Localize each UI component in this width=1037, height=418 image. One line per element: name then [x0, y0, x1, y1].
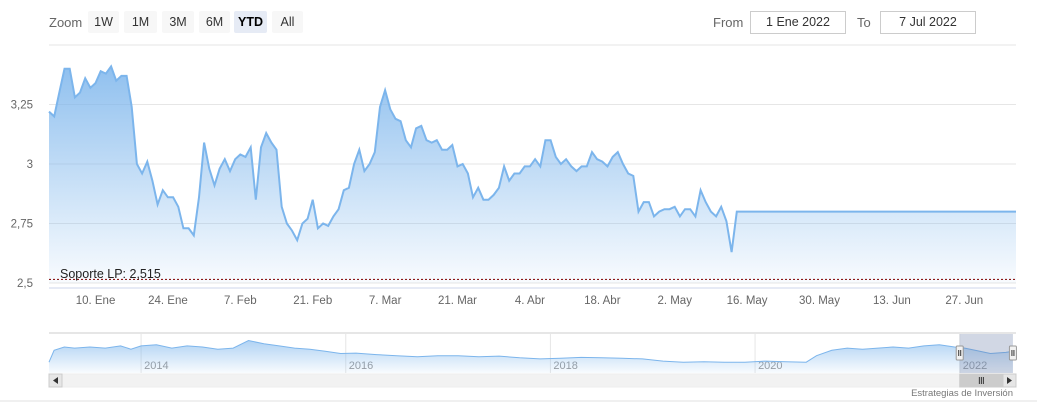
zoom-6m-button[interactable]: 6M — [199, 11, 230, 33]
zoom-label: Zoom — [49, 15, 83, 30]
x-tick-label: 24. Ene — [148, 295, 188, 307]
zoom-all-button[interactable]: All — [272, 11, 303, 33]
x-tick-label: 4. Abr — [515, 295, 545, 307]
navigator-handle-right[interactable] — [1008, 345, 1017, 361]
x-tick-label: 16. May — [727, 295, 768, 307]
from-date-input[interactable] — [750, 11, 846, 34]
zoom-ytd-button[interactable]: YTD — [234, 11, 267, 33]
y-tick-label: 2,75 — [11, 219, 33, 231]
zoom-1m-button[interactable]: 1M — [124, 11, 157, 33]
scrollbar-grip-icon — [978, 377, 984, 384]
x-tick-label: 21. Feb — [293, 295, 332, 307]
to-date-input[interactable] — [880, 11, 976, 34]
navigator-handle-left[interactable] — [955, 345, 964, 361]
scroll-right-arrow-icon — [1007, 377, 1012, 384]
y-axis-labels: 2,5 2,75 3 3,25 — [11, 100, 33, 291]
zoom-1w-button[interactable]: 1W — [88, 11, 119, 33]
x-tick-label: 21. Mar — [438, 295, 477, 307]
x-tick-label: 10. Ene — [76, 295, 116, 307]
y-tick-label: 3,25 — [11, 100, 33, 112]
x-tick-label: 30. May — [799, 295, 840, 307]
from-label: From — [713, 15, 744, 30]
x-tick-label: 2. May — [657, 295, 692, 307]
scrollbar[interactable] — [48, 373, 1017, 388]
chart-credit: Estrategias de Inversión — [911, 388, 1013, 399]
navigator[interactable]: 20142016201820202022 — [48, 332, 1017, 373]
series-line — [48, 64, 1016, 253]
x-axis-labels: 10. Ene 24. Ene 7. Feb 21. Feb 7. Mar 21. Mar… — [76, 295, 983, 307]
series-area-fill — [49, 66, 1016, 284]
x-tick-label: 7. Feb — [224, 295, 257, 307]
x-tick-label: 7. Mar — [369, 295, 402, 307]
support-label: Soporte LP: 2,515 — [60, 267, 161, 281]
scrollbar-track[interactable] — [48, 373, 1017, 388]
x-tick-label: 27. Jun — [945, 295, 983, 307]
x-tick-label: 13. Jun — [873, 295, 911, 307]
to-label: To — [857, 15, 871, 30]
navigator-series-line — [48, 339, 1013, 363]
zoom-3m-button[interactable]: 3M — [162, 11, 194, 33]
y-tick-label: 3 — [27, 159, 33, 171]
y-tick-label: 2,5 — [17, 278, 33, 290]
navigator-selected-window[interactable] — [959, 334, 1013, 373]
scroll-left-arrow-icon — [53, 377, 58, 384]
x-tick-label: 18. Abr — [584, 295, 621, 307]
navigator-series-fill — [49, 340, 1013, 373]
range-toolbar: Zoom 1W 1M 3M 6M YTD All From To — [0, 0, 1037, 44]
